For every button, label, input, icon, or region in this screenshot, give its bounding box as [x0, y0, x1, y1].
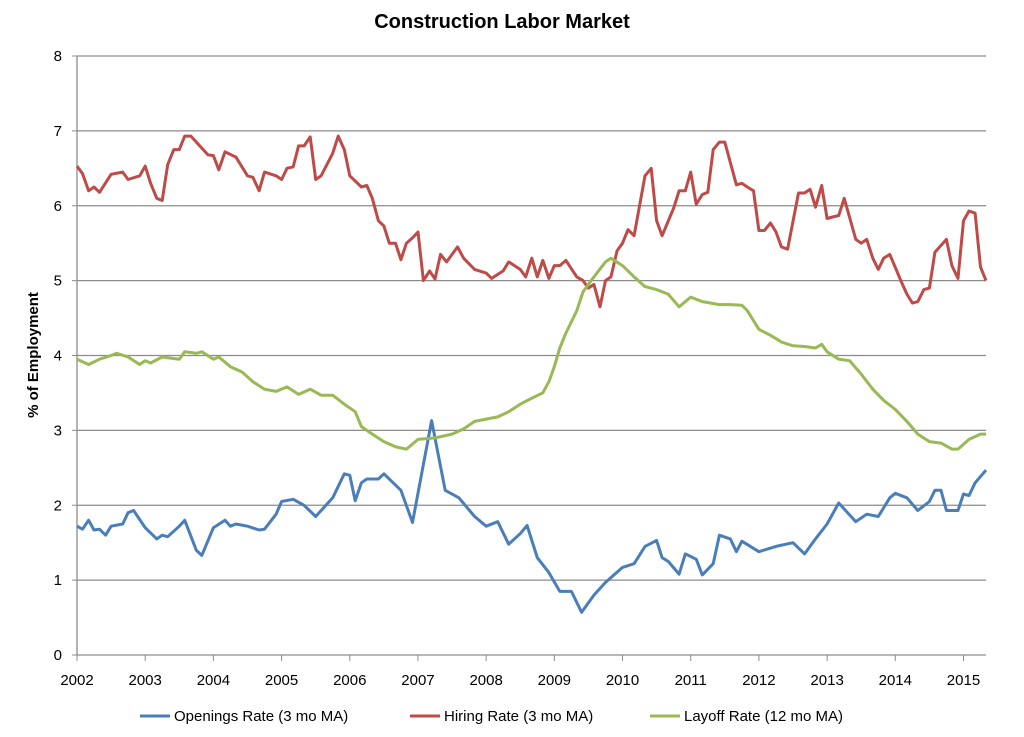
- series-line-2: [76, 256, 986, 451]
- x-tick-label: 2003: [129, 672, 162, 689]
- y-axis-label: % of Employment: [25, 292, 42, 418]
- axes: 0 1 2 3 4 5 6 7 8 2002 2003 2004 2005 2006 2007 2008 200…: [54, 48, 986, 689]
- x-tick-label: 2015: [947, 672, 980, 689]
- y-tick-label: 8: [54, 48, 62, 65]
- x-tick-label: 2013: [810, 672, 843, 689]
- legend: Openings Rate (3 mo MA) Hiring Rate (3 mo…: [140, 708, 843, 725]
- x-tick-label: 2014: [879, 672, 912, 689]
- gridlines: [77, 55, 986, 581]
- series-line-1: [75, 134, 988, 309]
- y-tick-label: 0: [54, 647, 62, 664]
- y-tick-label: 6: [54, 198, 62, 215]
- x-tick-label: 2008: [469, 672, 502, 689]
- y-tick-label: 4: [54, 348, 62, 365]
- y-tick-label: 5: [54, 273, 62, 290]
- x-tick-label: 2004: [197, 672, 230, 689]
- x-tick-label: 2011: [675, 672, 707, 689]
- y-tick-label: 2: [54, 497, 62, 514]
- series-lines: [75, 134, 988, 614]
- x-tick-label: 2007: [401, 672, 434, 689]
- y-tick-label: 3: [54, 422, 62, 439]
- series-line-0: [76, 419, 988, 614]
- x-tick-label: 2006: [333, 672, 366, 689]
- legend-label: Hiring Rate (3 mo MA): [444, 708, 593, 725]
- x-tick-label: 2005: [265, 672, 298, 689]
- y-tick-label: 7: [54, 123, 62, 140]
- x-tick-label: 2010: [606, 672, 639, 689]
- y-tick-label: 1: [54, 572, 62, 589]
- legend-label: Openings Rate (3 mo MA): [174, 708, 348, 725]
- x-tick-label: 2012: [742, 672, 775, 689]
- x-tick-label: 2002: [60, 672, 93, 689]
- x-tick-label: 2009: [538, 672, 571, 689]
- chart-title: Construction Labor Market: [374, 11, 630, 33]
- legend-label: Layoff Rate (12 mo MA): [684, 708, 843, 725]
